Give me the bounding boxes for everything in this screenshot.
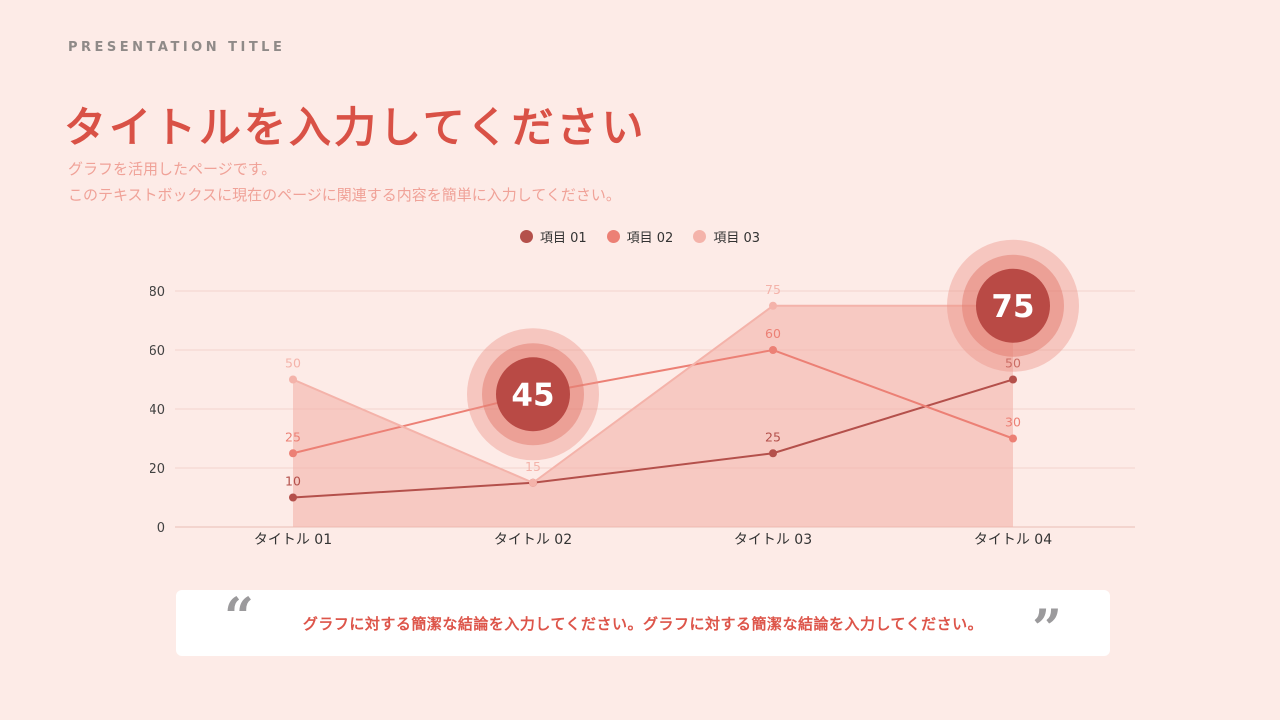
- y-tick-label: 40: [150, 403, 165, 418]
- data-label: 50: [1005, 356, 1021, 371]
- y-tick-label: 0: [157, 521, 165, 536]
- legend-dot-icon: [519, 230, 533, 243]
- data-label: 10: [285, 474, 301, 489]
- legend-item: 項目 02: [606, 227, 674, 246]
- y-tick-label: 60: [150, 344, 165, 359]
- conclusion-text: グラフに対する簡潔な結論を入力してください。グラフに対する簡潔な結論を入力してく…: [302, 614, 984, 633]
- series-line: [292, 348, 1014, 455]
- area-fill: [293, 305, 1013, 527]
- legend-dot-icon: [606, 230, 620, 243]
- data-point: [289, 449, 297, 458]
- series-line: [292, 304, 1013, 484]
- data-label: 25: [765, 429, 781, 444]
- presentation-title: PRESENTATION TITLE: [68, 40, 286, 55]
- highlight-bubble-inner: [976, 268, 1050, 343]
- data-point: [769, 449, 777, 458]
- page-description: グラフを活用したページです。 このテキストボックスに現在のページに関連する内容を…: [68, 156, 621, 209]
- legend-item: 項目 01: [519, 227, 587, 246]
- x-category-label: タイトル 03: [734, 532, 812, 548]
- conclusion-box: “ グラフに対する簡潔な結論を入力してください。グラフに対する簡潔な結論を入力し…: [176, 590, 1110, 656]
- data-label: 15: [525, 459, 541, 474]
- data-point: [289, 493, 297, 502]
- data-label: 30: [1005, 415, 1021, 430]
- highlight-bubble-inner: [496, 357, 570, 432]
- legend-label: 項目 03: [713, 231, 761, 246]
- x-category-label: タイトル 02: [494, 532, 572, 548]
- data-point: [529, 478, 537, 487]
- description-line-1: グラフを活用したページです。: [68, 160, 277, 178]
- highlight-value: 75: [991, 289, 1034, 325]
- x-category-label: タイトル 01: [254, 532, 332, 548]
- description-line-2: このテキストボックスに現在のページに関連する内容を簡単に入力してください。: [68, 186, 621, 205]
- legend-dot-icon: [693, 230, 707, 243]
- line-area-chart: 0 20 40 60 80 タイトル 01 タイトル 02 タイトル 03 タイトル 04 10 2…: [150, 239, 1135, 548]
- data-label: 25: [285, 429, 301, 444]
- y-tick-label: 80: [150, 285, 165, 300]
- data-point: [1009, 434, 1017, 443]
- open-quote-icon: “: [224, 587, 254, 648]
- legend-label: 項目 02: [626, 231, 674, 246]
- x-category-label: タイトル 04: [974, 532, 1052, 548]
- close-quote-icon: ”: [1032, 599, 1062, 660]
- data-point: [769, 346, 777, 354]
- page-title: タイトルを入力してください: [64, 103, 647, 152]
- highlight-value: 45: [511, 377, 554, 413]
- data-point: [769, 301, 777, 310]
- data-label: 50: [285, 356, 301, 371]
- chart-legend: 項目 01 項目 02 項目 03: [0, 227, 1280, 246]
- y-tick-label: 20: [150, 462, 165, 477]
- legend-label: 項目 01: [539, 231, 587, 246]
- data-point: [289, 375, 297, 384]
- series-line: [292, 378, 1014, 499]
- data-label: 75: [765, 282, 781, 297]
- legend-item: 項目 03: [693, 227, 760, 246]
- data-label: 60: [765, 326, 781, 341]
- data-point: [1009, 375, 1017, 384]
